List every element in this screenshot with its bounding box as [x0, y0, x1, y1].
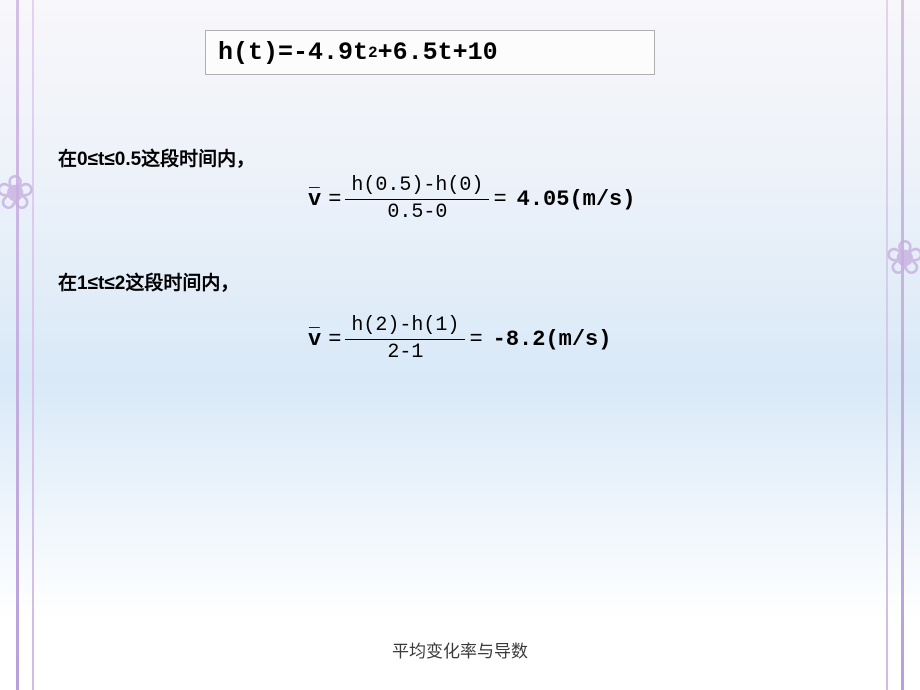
equation-2: v = h(2)-h(1) 2-1 = -8.2(m/s): [308, 315, 611, 364]
fraction-1: h(0.5)-h(0) 0.5-0: [345, 175, 489, 224]
denominator: 0.5-0: [381, 200, 453, 224]
decorative-stripe-right-2: [886, 0, 888, 690]
numerator: h(2)-h(1): [345, 315, 465, 340]
decorative-stripe-left-2: [32, 0, 34, 690]
decorative-stripe-left: [16, 0, 19, 690]
interval-text-1: 在0≤t≤0.5这段时间内，: [58, 144, 255, 171]
result-value: -8.2(m/s): [493, 327, 612, 352]
decorative-stripe-right: [901, 0, 904, 690]
flower-icon: ❀: [885, 230, 920, 286]
interval-text-2: 在1≤t≤2这段时间内，: [58, 268, 239, 295]
equals-sign: =: [328, 187, 341, 212]
footer-title: 平均变化率与导数: [0, 637, 920, 662]
denominator: 2-1: [381, 340, 429, 364]
equals-sign: =: [328, 327, 341, 352]
numerator: h(0.5)-h(0): [345, 175, 489, 200]
flower-icon: ❀: [0, 165, 35, 221]
result-value: 4.05(m/s): [517, 187, 636, 212]
equals-sign: =: [469, 327, 482, 352]
fraction-2: h(2)-h(1) 2-1: [345, 315, 465, 364]
v-bar-symbol: v: [308, 327, 321, 352]
equation-1: v = h(0.5)-h(0) 0.5-0 = 4.05(m/s): [308, 175, 635, 224]
equals-sign: =: [493, 187, 506, 212]
v-bar-symbol: v: [308, 187, 321, 212]
main-formula: h(t)=-4.9t2+6.5t+10: [205, 30, 655, 75]
